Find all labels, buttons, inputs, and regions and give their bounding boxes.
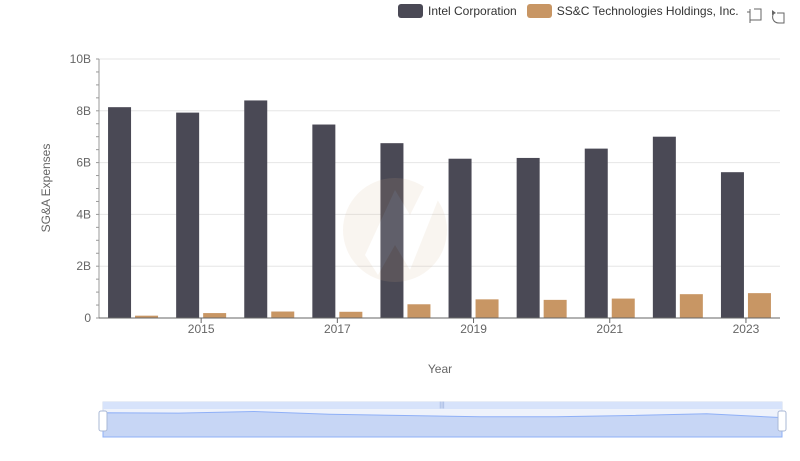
x-axis: 2015 2017 2019 2021 2023 (99, 317, 780, 336)
y-tick-labels: 0 2B 4B 6B 8B 10B (70, 52, 92, 325)
bar-ssc-2019[interactable] (475, 299, 499, 318)
legend-label-intel: Intel Corporation (428, 4, 517, 18)
y-tick-label: 4B (76, 207, 91, 221)
legend: Intel Corporation SS&C Technologies Hold… (398, 4, 739, 18)
bar-ssc-2015[interactable] (203, 313, 227, 318)
zoom-icon[interactable] (746, 8, 762, 24)
bar-ssc-2018[interactable] (407, 304, 431, 318)
y-tick-label: 0 (84, 311, 91, 325)
y-axis-title: SG&A Expenses (39, 143, 53, 233)
datazoom-top-bar[interactable] (103, 402, 782, 409)
x-tick-label: 2015 (188, 322, 215, 336)
y-tick-label: 6B (76, 156, 91, 170)
bar-ssc-2017[interactable] (339, 311, 363, 318)
datazoom-handle-left[interactable] (98, 410, 108, 432)
x-tick-label: 2017 (324, 322, 351, 336)
datazoom-slider: ||| (98, 401, 787, 438)
bar-intel-2020[interactable] (516, 157, 540, 318)
restore-icon[interactable] (770, 8, 786, 24)
legend-swatch-intel (398, 4, 423, 18)
legend-item-ssc[interactable]: SS&C Technologies Holdings, Inc. (526, 4, 739, 18)
bar-ssc-2020[interactable] (543, 299, 567, 318)
legend-label-ssc: SS&C Technologies Holdings, Inc. (556, 4, 739, 18)
y-tick-label: 8B (76, 104, 91, 118)
datazoom-grip-icon[interactable]: ||| (439, 402, 445, 409)
bar-ssc-2021[interactable] (611, 298, 635, 318)
x-tick-label: 2023 (733, 322, 760, 336)
legend-item-intel[interactable]: Intel Corporation (398, 4, 517, 18)
bar-ssc-2014[interactable] (135, 315, 159, 318)
y-tick-label: 2B (76, 259, 91, 273)
bar-intel-2017[interactable] (312, 124, 336, 318)
bar-intel-2022[interactable] (652, 136, 676, 318)
bar-intel-2019[interactable] (448, 158, 472, 318)
legend-swatch-ssc (526, 4, 552, 18)
bar-intel-2018[interactable] (380, 143, 404, 318)
watermark-logo (343, 178, 447, 282)
bar-intel-2021[interactable] (584, 148, 608, 318)
x-tick-label: 2019 (460, 322, 487, 336)
x-tick-label: 2021 (596, 322, 623, 336)
datazoom-handle-right[interactable] (777, 410, 787, 432)
bar-ssc-2022[interactable] (679, 294, 703, 318)
bar-intel-2023[interactable] (720, 172, 744, 318)
bars (108, 100, 771, 318)
bar-ssc-2016[interactable] (271, 311, 295, 318)
bar-intel-2014[interactable] (108, 107, 132, 318)
x-axis-title: Year (427, 362, 453, 376)
bar-intel-2015[interactable] (176, 112, 200, 318)
y-tick-label: 10B (70, 52, 91, 66)
bar-intel-2016[interactable] (244, 100, 268, 318)
toolbox (746, 8, 786, 24)
bar-ssc-2023[interactable] (747, 293, 771, 318)
